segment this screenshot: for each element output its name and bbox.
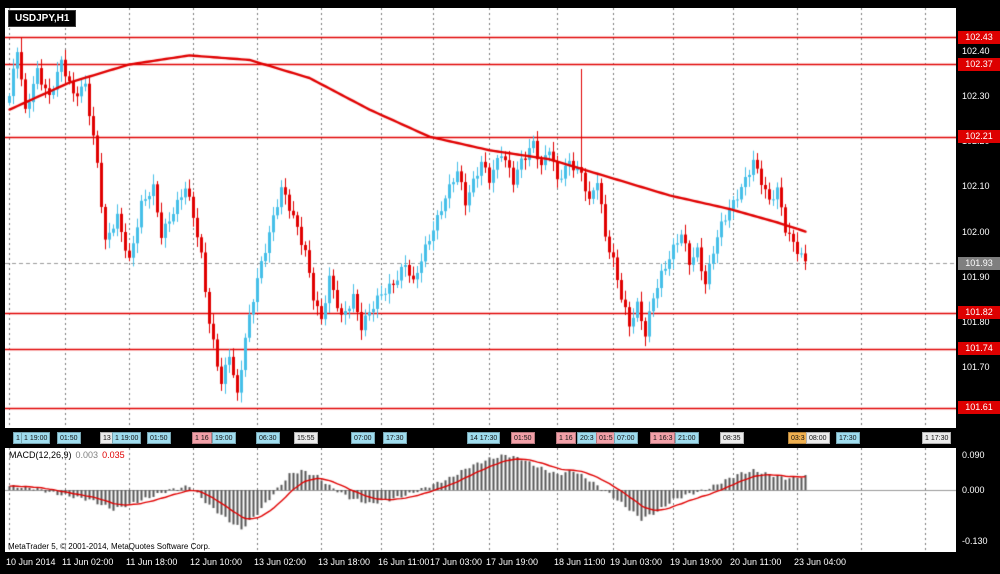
- time-axis-label: 11 Jun 18:00: [126, 557, 178, 567]
- time-axis-label: 20 Jun 11:00: [730, 557, 782, 567]
- time-axis-label: 16 Jun 11:00: [378, 557, 430, 567]
- time-marker-chip[interactable]: 20:3: [577, 432, 597, 444]
- time-axis-label: 12 Jun 10:00: [190, 557, 243, 567]
- time-marker-chip[interactable]: 1 19:00: [112, 432, 142, 444]
- price-axis-tick: 102.00: [962, 226, 990, 237]
- time-axis-label: 19 Jun 19:00: [670, 557, 723, 567]
- time-marker-chip[interactable]: 1 19:00: [21, 432, 51, 444]
- price-axis-tick: 102.40: [962, 45, 990, 56]
- time-marker-chip[interactable]: 08:35: [720, 432, 744, 444]
- time-marker-chip[interactable]: 07:00: [351, 432, 375, 444]
- time-marker-chip[interactable]: 01:50: [147, 432, 171, 444]
- time-marker-chip[interactable]: 1 16:3: [650, 432, 676, 444]
- price-axis-tick: 102.10: [962, 181, 990, 192]
- time-marker-chip[interactable]: 07:00: [614, 432, 638, 444]
- price-axis-tick: 102.30: [962, 91, 990, 102]
- macd-panel: MACD(12,26,9) 0.003 0.035 MetaTrader 5, © …: [5, 448, 956, 552]
- macd-signal-value: 0.035: [102, 450, 125, 460]
- time-axis-label: 17 Jun 03:00: [430, 557, 483, 567]
- time-marker-chip[interactable]: 1 16: [556, 432, 576, 444]
- price-chart-panel: USDJPY,H1: [5, 8, 956, 428]
- time-axis-label: 13 Jun 02:00: [254, 557, 307, 567]
- symbol-badge: USDJPY,H1: [8, 10, 77, 27]
- time-axis: 10 Jun 2014 11 Jun 02:00 11 Jun 18:00 12 Ju…: [0, 553, 1000, 574]
- time-marker-chip[interactable]: 01:50: [57, 432, 81, 444]
- price-chart-canvas[interactable]: [5, 8, 956, 428]
- copyright-text: MetaTrader 5, © 2001-2014, MetaQuotes So…: [8, 542, 211, 551]
- price-line-label: 101.82: [958, 306, 1000, 320]
- time-marker-chip[interactable]: 06:30: [256, 432, 280, 444]
- current-price-label: 101.93: [958, 256, 1000, 270]
- time-axis-label: 11 Jun 02:00: [62, 557, 114, 567]
- time-marker-chip[interactable]: 01:5: [596, 432, 616, 444]
- macd-canvas[interactable]: [5, 448, 956, 552]
- time-marker-chip[interactable]: 21:00: [675, 432, 699, 444]
- time-axis-label: 19 Jun 03:00: [610, 557, 663, 567]
- price-line-label: 102.43: [958, 30, 1000, 44]
- time-marker-chip[interactable]: 17:30: [383, 432, 407, 444]
- time-axis-label: 17 Jun 19:00: [486, 557, 539, 567]
- time-marker-chip[interactable]: 01:50: [511, 432, 535, 444]
- time-marker-chip[interactable]: 19:00: [212, 432, 236, 444]
- price-line-label: 102.21: [958, 130, 1000, 144]
- macd-name: MACD(12,26,9): [9, 450, 72, 460]
- time-marker-chip[interactable]: 17:30: [836, 432, 860, 444]
- price-axis-tick: 101.70: [962, 362, 990, 373]
- time-marker-chip[interactable]: 08:00: [806, 432, 830, 444]
- time-axis-label: 13 Jun 18:00: [318, 557, 371, 567]
- macd-axis-tick: -0.130: [962, 535, 988, 546]
- time-axis-label: 23 Jun 04:00: [794, 557, 847, 567]
- time-marker-chip[interactable]: 1 17:30: [922, 432, 952, 444]
- macd-main-value: 0.003: [75, 450, 99, 460]
- macd-axis-tick: 0.090: [962, 450, 985, 460]
- price-line-label: 101.61: [958, 401, 1000, 415]
- price-axis-tick: 101.90: [962, 271, 990, 282]
- macd-indicator-label: MACD(12,26,9) 0.003 0.035: [9, 450, 125, 460]
- price-line-label: 101.74: [958, 342, 1000, 356]
- time-marker-chip[interactable]: 15:55: [294, 432, 318, 444]
- macd-axis-tick: 0.000: [962, 485, 985, 496]
- price-axis-tick: 101.80: [962, 316, 990, 327]
- time-axis-label: 18 Jun 11:00: [554, 557, 606, 567]
- time-marker-chip[interactable]: 1 16: [192, 432, 212, 444]
- time-marker-chip[interactable]: 03:3: [788, 432, 808, 444]
- time-marker-chip[interactable]: 14 17:30: [467, 432, 501, 444]
- price-line-label: 102.37: [958, 57, 1000, 71]
- time-axis-label: 10 Jun 2014: [6, 557, 56, 567]
